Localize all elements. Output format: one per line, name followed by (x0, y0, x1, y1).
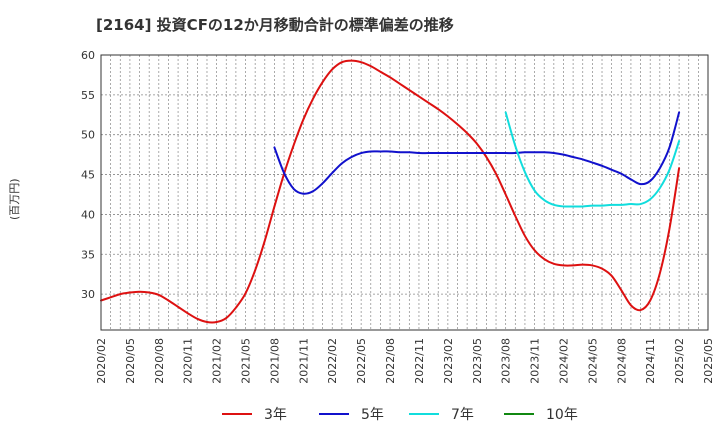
x-tick-label: 2022/08 (384, 338, 397, 384)
x-tick-label: 2020/08 (153, 338, 166, 384)
legend-swatch-10y (504, 413, 534, 415)
legend-item-7y: 7年 (409, 402, 474, 426)
x-tick-label: 2022/05 (355, 338, 368, 384)
legend-label-10y: 10年 (546, 407, 578, 423)
x-tick-label: 2022/11 (413, 338, 426, 384)
legend-label-7y: 7年 (451, 407, 474, 423)
x-tick-label: 2024/11 (644, 338, 657, 384)
legend-item-3y: 3年 (222, 402, 287, 426)
plot-area-frame (100, 54, 709, 331)
series-line-7y (504, 111, 681, 208)
x-tick-label: 2023/11 (529, 338, 542, 384)
legend-item-5y: 5年 (319, 402, 384, 426)
legend-swatch-5y (319, 413, 349, 415)
y-tick-label: 50 (81, 129, 95, 142)
legend-label-5y: 5年 (361, 407, 384, 423)
x-tick-label: 2024/05 (586, 338, 599, 384)
grid-lines (100, 54, 709, 330)
legend-label-3y: 3年 (264, 407, 287, 423)
x-tick-label: 2020/05 (124, 338, 137, 384)
x-tick-label: 2020/11 (182, 338, 195, 384)
series-line-3y (100, 59, 681, 324)
x-tick-label: 2025/02 (673, 338, 686, 384)
x-tick-label: 2020/02 (95, 338, 108, 384)
x-tick-labels: 2020/02 2020/05 2020/08 2020/11 2021/02 2021/… (95, 338, 715, 384)
y-tick-labels: 30 35 40 45 50 55 60 (81, 49, 95, 301)
x-tick-label: 2022/02 (326, 338, 339, 384)
y-tick-label: 40 (81, 208, 95, 221)
series-lines (100, 59, 681, 324)
legend-item-10y: 10年 (504, 402, 578, 426)
x-tick-label: 2021/08 (268, 338, 281, 384)
x-tick-label: 2021/05 (240, 338, 253, 384)
x-tick-label: 2021/02 (211, 338, 224, 384)
x-tick-label: 2023/08 (500, 338, 513, 384)
legend-swatch-7y (409, 413, 439, 415)
chart-title: [2164] 投資CFの12か月移動合計の標準偏差の推移 (96, 16, 454, 34)
y-tick-label: 35 (81, 248, 95, 261)
y-tick-label: 30 (81, 288, 95, 301)
x-tick-label: 2023/02 (442, 338, 455, 384)
series-line-5y (273, 111, 681, 195)
y-tick-label: 60 (81, 49, 95, 62)
y-tick-label: 45 (81, 169, 95, 182)
y-tick-label: 55 (81, 89, 95, 102)
x-tick-label: 2023/05 (471, 338, 484, 384)
x-tick-label: 2024/08 (615, 338, 628, 384)
legend: 3年 5年 7年 10年 (0, 402, 720, 426)
x-tick-label: 2021/11 (297, 338, 310, 384)
x-tick-label: 2025/05 (702, 338, 715, 384)
x-tick-label: 2024/02 (557, 338, 570, 384)
legend-swatch-3y (222, 413, 252, 415)
